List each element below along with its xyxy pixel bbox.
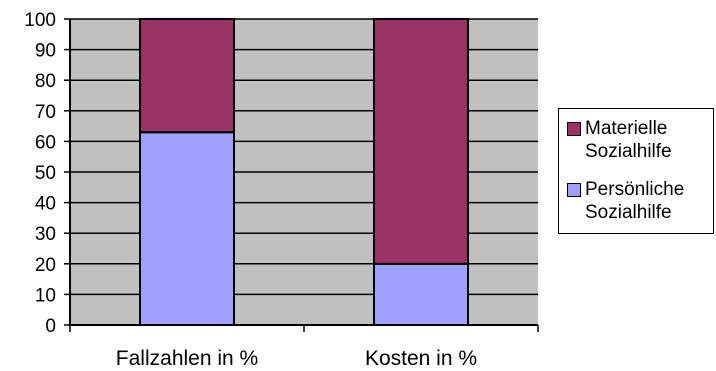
legend-swatch-materielle	[567, 122, 581, 136]
y-tick-label-60: 60	[35, 132, 56, 153]
legend-label-materielle: Materielle Sozialhilfe	[585, 118, 672, 162]
y-tick-label-100: 100	[24, 10, 56, 31]
legend-item-materielle: Materielle Sozialhilfe	[567, 117, 715, 163]
y-tick-label-70: 70	[35, 102, 56, 123]
legend-label-persoenliche: Persönliche Sozialhilfe	[585, 179, 685, 223]
y-tick-label-80: 80	[35, 71, 56, 92]
bar-persoenliche-0	[139, 131, 235, 326]
y-tick-label-10: 10	[35, 285, 56, 306]
x-category-label-0: Fallzahlen in %	[116, 347, 258, 370]
y-tick-label-0: 0	[45, 316, 56, 337]
x-category-label-1: Kosten in %	[365, 347, 477, 370]
legend: Materielle Sozialhilfe Persönliche Sozia…	[558, 108, 714, 234]
bar-materielle-0	[139, 18, 235, 134]
y-tick-label-50: 50	[35, 163, 56, 184]
y-tick-label-90: 90	[35, 41, 56, 62]
legend-swatch-persoenliche	[567, 183, 581, 197]
y-tick-label-30: 30	[35, 224, 56, 245]
bar-persoenliche-1	[373, 262, 469, 326]
legend-item-persoenliche: Persönliche Sozialhilfe	[567, 178, 715, 224]
y-tick-label-40: 40	[35, 194, 56, 215]
bar-materielle-1	[373, 18, 469, 265]
y-tick-label-20: 20	[35, 255, 56, 276]
plot-area: 0 10 20 30 40 50 60 70 80 90 100 Fallzahlen in % Kos…	[24, 10, 539, 370]
